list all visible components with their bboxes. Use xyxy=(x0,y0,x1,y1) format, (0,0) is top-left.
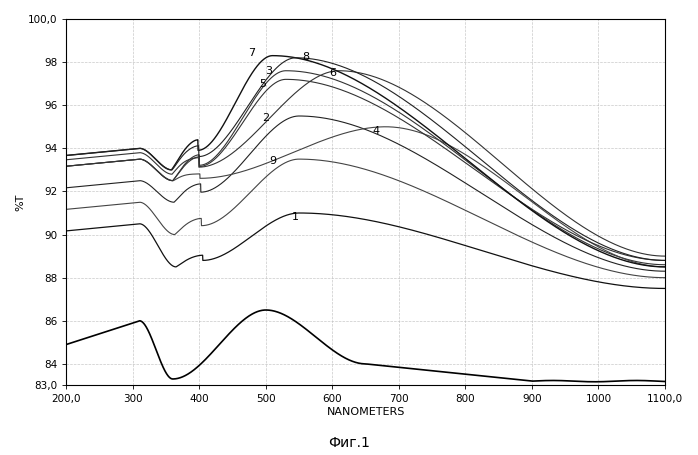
X-axis label: NANOMETERS: NANOMETERS xyxy=(327,407,405,417)
Text: 3: 3 xyxy=(266,66,273,76)
Text: 8: 8 xyxy=(302,52,309,62)
Text: 1: 1 xyxy=(292,212,299,222)
Text: 4: 4 xyxy=(372,126,379,136)
Text: 2: 2 xyxy=(262,113,269,123)
Y-axis label: %T: %T xyxy=(15,193,25,211)
Text: 5: 5 xyxy=(259,79,266,89)
Text: 6: 6 xyxy=(329,68,336,78)
Text: Фиг.1: Фиг.1 xyxy=(328,436,370,450)
Text: 9: 9 xyxy=(269,156,276,166)
Text: 7: 7 xyxy=(248,49,255,59)
